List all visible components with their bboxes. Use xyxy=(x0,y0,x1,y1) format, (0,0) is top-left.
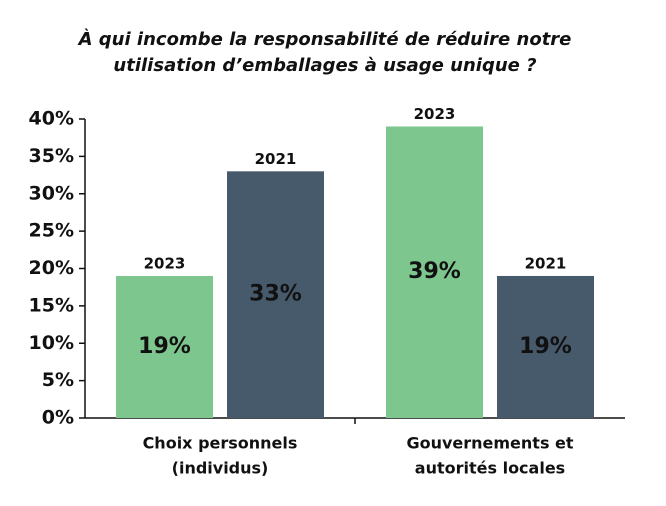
value-label: 33% xyxy=(249,282,302,307)
chart-title: utilisation d’emballages à usage unique … xyxy=(113,55,536,76)
y-tick-label: 15% xyxy=(29,294,74,316)
series-label: 2023 xyxy=(414,105,456,123)
y-tick-label: 35% xyxy=(29,145,74,167)
value-label: 19% xyxy=(138,334,191,359)
value-label: 39% xyxy=(408,259,461,284)
bar xyxy=(386,126,483,418)
y-tick-label: 30% xyxy=(29,182,74,204)
y-tick-label: 10% xyxy=(29,332,74,354)
x-tick-label: (individus) xyxy=(172,459,269,478)
bar xyxy=(497,275,594,418)
y-tick-label: 40% xyxy=(29,108,74,130)
series-label: 2023 xyxy=(144,254,186,272)
series-label: 2021 xyxy=(255,150,297,168)
value-label: 19% xyxy=(519,334,572,359)
y-tick-label: 5% xyxy=(42,369,74,391)
bar xyxy=(116,275,213,418)
x-tick-label: autorités locales xyxy=(415,459,565,478)
x-tick-label: Choix personnels xyxy=(143,434,298,453)
chart-title: À qui incombe la responsabilité de rédui… xyxy=(77,28,572,50)
y-tick-label: 0% xyxy=(42,407,74,429)
series-label: 2021 xyxy=(525,254,567,272)
x-tick-label: Gouvernements et xyxy=(406,434,573,453)
bar xyxy=(227,171,324,418)
y-tick-label: 20% xyxy=(29,257,74,279)
y-tick-label: 25% xyxy=(29,220,74,242)
